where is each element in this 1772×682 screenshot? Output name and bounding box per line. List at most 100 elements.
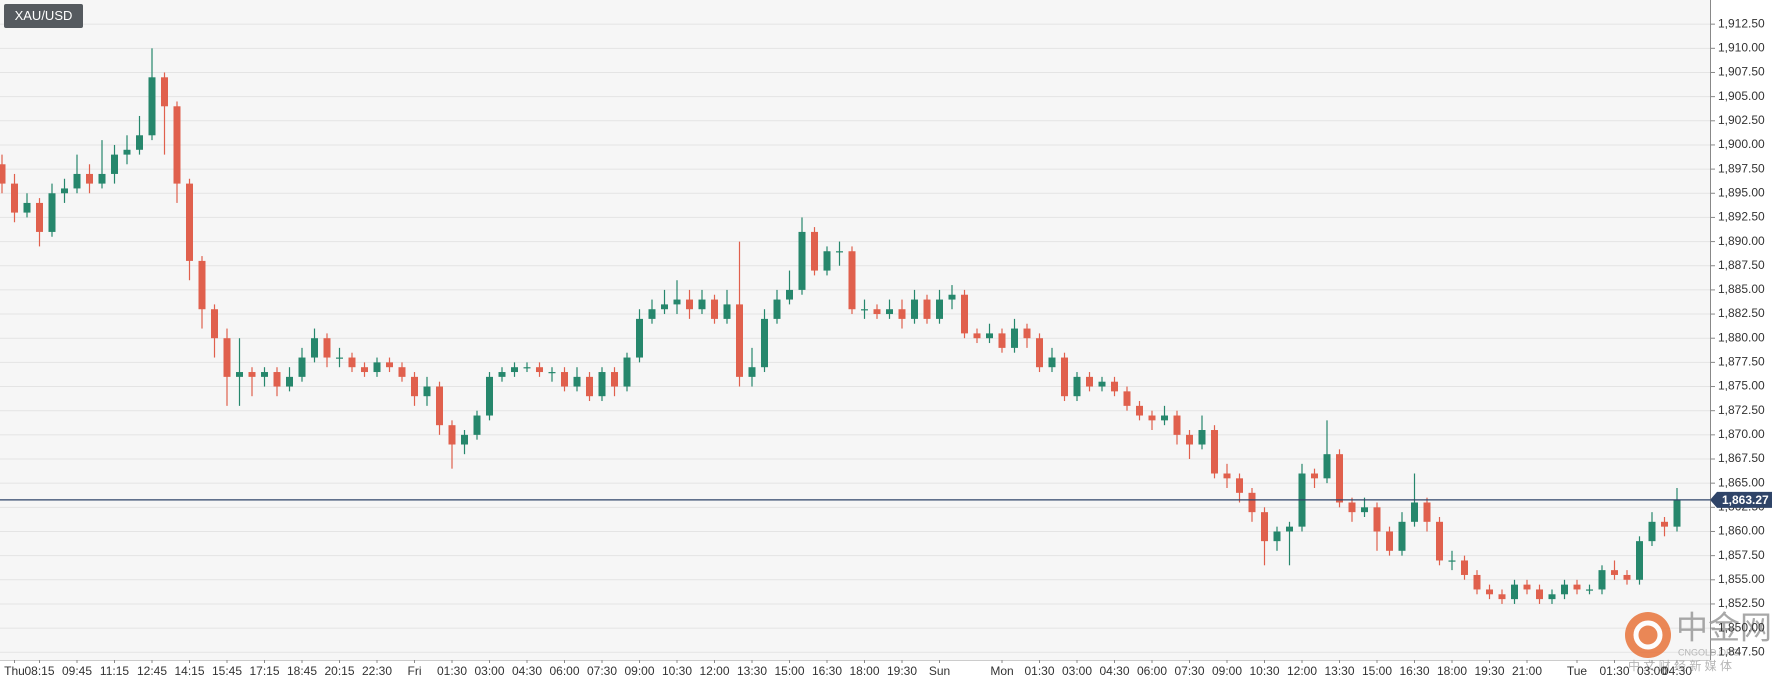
candle-body [936, 299, 943, 319]
x-tick-label: 04:30 [1099, 664, 1129, 678]
x-tick-label: 01:30 [1599, 664, 1629, 678]
candle-body [1648, 521, 1656, 542]
candle-body [1673, 499, 1681, 527]
candles [0, 48, 1681, 604]
x-tick-label: 15:00 [1362, 664, 1392, 678]
candle-body [348, 357, 356, 368]
candle-body [761, 318, 768, 368]
candle-body [648, 309, 656, 319]
candle-body [586, 376, 593, 397]
x-tick-label: 04:30 [1662, 664, 1692, 678]
candle-body [886, 309, 893, 315]
x-tick-label: 12:00 [1287, 664, 1317, 678]
candle-body [1423, 502, 1431, 522]
y-tick-label: 1,877.50 [1718, 355, 1765, 369]
candle-body [1161, 415, 1168, 421]
x-tick-label: 01:30 [1024, 664, 1054, 678]
y-tick-label: 1,870.00 [1718, 427, 1765, 441]
candle-body [1273, 531, 1281, 542]
candle-body [98, 173, 106, 184]
x-tick-label: Thu [4, 664, 25, 678]
candle-body [786, 289, 793, 300]
candle-body [1511, 584, 1518, 600]
candle-body [111, 154, 118, 174]
y-tick-label: 1,907.50 [1718, 65, 1765, 79]
candle-body [561, 372, 568, 387]
candle-body [1061, 357, 1068, 397]
candle-body [1211, 430, 1218, 474]
watermark: 中金网 CNGOLD.ORG 中 文 财 经 新 媒 体 [1625, 609, 1772, 673]
candle-body [1523, 584, 1531, 590]
x-tick-label: 03:00 [1062, 664, 1092, 678]
logo-circle [1625, 612, 1671, 658]
candle-body [1111, 381, 1118, 392]
y-tick-label: 1,887.50 [1718, 258, 1765, 272]
candle-body [136, 135, 143, 150]
candle-body [1361, 507, 1368, 513]
candle-body [311, 338, 318, 358]
candle-body [23, 202, 31, 213]
x-tick-label: 16:30 [812, 664, 842, 678]
x-tick-label: 20:15 [324, 664, 354, 678]
candle-body [573, 376, 581, 387]
candle-body [673, 299, 681, 305]
candle-body [948, 294, 956, 300]
candle-body [998, 333, 1006, 348]
last-price-tag [1710, 491, 1772, 508]
candle-body [1036, 338, 1043, 368]
candle-body [711, 299, 718, 319]
candle-body [1623, 574, 1631, 580]
candle-body [286, 376, 293, 387]
candle-body [1561, 584, 1568, 595]
y-tick-label: 1,895.00 [1718, 185, 1765, 199]
candle-body [86, 173, 93, 184]
y-tick-label: 1,860.00 [1718, 524, 1765, 538]
candle-body [811, 231, 818, 271]
candle-body [798, 231, 806, 290]
candle-body [1398, 521, 1406, 551]
candle-body [661, 304, 668, 310]
candle-body [1498, 594, 1506, 600]
x-tick-label: 04:30 [512, 664, 542, 678]
candle-body [973, 333, 981, 339]
candle-body [1448, 560, 1456, 562]
candle-body [1173, 415, 1181, 435]
candle-body [923, 299, 931, 319]
x-tick-label: 22:30 [362, 664, 392, 678]
candle-body [211, 309, 218, 339]
candle-body [686, 299, 693, 310]
y-tick-label: 1,905.00 [1718, 89, 1765, 103]
candle-body [836, 251, 843, 253]
candle-body [123, 149, 131, 155]
candle-body [461, 434, 468, 445]
candle-body [498, 372, 506, 377]
x-tick-label: 11:15 [100, 664, 129, 678]
candle-body [336, 357, 343, 359]
candle-body [1661, 521, 1668, 527]
candle-body [1336, 454, 1343, 503]
x-tick-label: 15:00 [774, 664, 804, 678]
candle-body [598, 372, 606, 397]
candle-body [861, 309, 868, 311]
x-tick-label: 09:00 [624, 664, 654, 678]
candle-body [1348, 502, 1356, 513]
candle-body [611, 372, 618, 387]
x-tick-label: 18:45 [287, 664, 317, 678]
x-tick-label: Tue [1567, 664, 1588, 678]
candle-body [198, 260, 206, 310]
candle-body [148, 77, 156, 136]
candle-body [1573, 584, 1581, 590]
candle-body [961, 294, 968, 334]
x-tick-label: 03:00 [474, 664, 504, 678]
x-tick-label: 01:30 [437, 664, 467, 678]
candle-body [1261, 512, 1268, 542]
candle-body [1136, 405, 1143, 416]
x-tick-label: 16:30 [1399, 664, 1429, 678]
candle-body [1486, 589, 1493, 595]
candle-body [298, 357, 306, 377]
candle-body [1186, 434, 1193, 445]
x-tick-label: 15:45 [212, 664, 242, 678]
x-tick-label: 18:00 [849, 664, 879, 678]
candle-body [1548, 594, 1556, 600]
